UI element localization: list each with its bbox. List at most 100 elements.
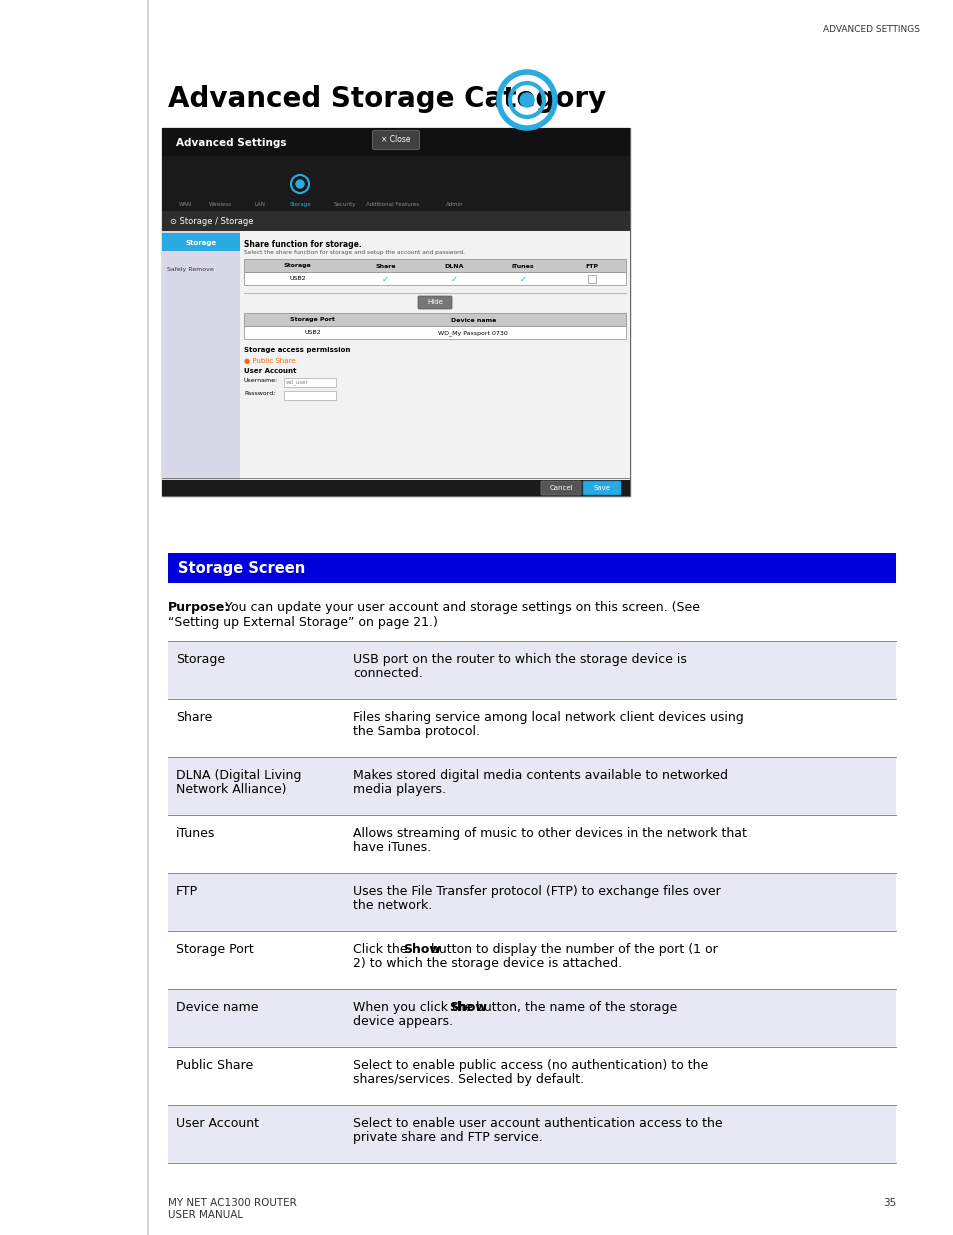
Text: Select the share function for storage and setup the account and password.: Select the share function for storage an…	[244, 249, 464, 254]
Bar	[284, 391, 335, 400]
Text: Share: Share	[175, 711, 212, 724]
Text: 35: 35	[882, 1198, 895, 1208]
Bar	[168, 815, 895, 873]
Text: the Samba protocol.: the Samba protocol.	[353, 725, 479, 739]
Text: User Account: User Account	[175, 1116, 258, 1130]
Text: private share and FTP service.: private share and FTP service.	[353, 1131, 542, 1144]
Bar	[168, 641, 895, 699]
Text: Makes stored digital media contents available to networked: Makes stored digital media contents avai…	[353, 769, 727, 782]
Bar	[162, 233, 240, 251]
Text: ⊙ Storage / Storage: ⊙ Storage / Storage	[170, 217, 253, 226]
Text: Wireless: Wireless	[209, 203, 232, 207]
Text: Storage Port: Storage Port	[290, 317, 335, 322]
Bar	[168, 757, 895, 815]
Text: Advanced Storage Category: Advanced Storage Category	[168, 85, 605, 112]
Bar	[284, 378, 335, 387]
Bar	[587, 274, 595, 283]
Text: You can update your user account and storage settings on this screen. (See: You can update your user account and sto…	[221, 601, 700, 614]
Text: have iTunes.: have iTunes.	[353, 841, 431, 853]
Text: ● Public Share: ● Public Share	[244, 358, 295, 364]
Bar	[168, 1047, 895, 1105]
Text: ✓: ✓	[381, 274, 389, 284]
Bar	[162, 211, 629, 231]
Text: WAN: WAN	[178, 203, 192, 207]
Bar	[162, 128, 629, 496]
Bar	[244, 259, 625, 272]
Bar	[168, 873, 895, 931]
Text: USB2: USB2	[289, 277, 306, 282]
Text: Allows streaming of music to other devices in the network that: Allows streaming of music to other devic…	[353, 827, 746, 840]
Text: Share function for storage.: Share function for storage.	[244, 240, 361, 249]
Text: Storage access permission: Storage access permission	[244, 347, 350, 353]
Bar	[162, 156, 629, 211]
Text: Advanced Settings: Advanced Settings	[175, 138, 286, 148]
Text: Device name: Device name	[450, 317, 496, 322]
Text: When you click the: When you click the	[353, 1002, 476, 1014]
Text: Storage Screen: Storage Screen	[178, 561, 305, 576]
Text: iTunes: iTunes	[511, 263, 534, 268]
Text: ADVANCED SETTINGS: ADVANCED SETTINGS	[822, 25, 919, 35]
Text: Security: Security	[334, 203, 355, 207]
Bar	[168, 553, 895, 583]
Text: Files sharing service among local network client devices using: Files sharing service among local networ…	[353, 711, 743, 724]
Text: Storage: Storage	[289, 203, 311, 207]
Text: MY NET AC1300 ROUTER
USER MANUAL: MY NET AC1300 ROUTER USER MANUAL	[168, 1198, 296, 1220]
Bar	[162, 480, 629, 496]
Text: Purpose:: Purpose:	[168, 601, 230, 614]
Circle shape	[295, 180, 304, 188]
Text: Storage: Storage	[175, 653, 225, 666]
Bar	[244, 326, 625, 338]
FancyBboxPatch shape	[372, 131, 419, 149]
Text: Device name: Device name	[175, 1002, 258, 1014]
Text: DLNA (Digital Living: DLNA (Digital Living	[175, 769, 301, 782]
Bar	[162, 128, 629, 156]
Text: Public Share: Public Share	[175, 1058, 253, 1072]
Text: iTunes: iTunes	[175, 827, 215, 840]
Bar	[168, 931, 895, 989]
Text: button, the name of the storage: button, the name of the storage	[472, 1002, 677, 1014]
Text: User Account: User Account	[244, 368, 296, 374]
Text: Show: Show	[403, 944, 441, 956]
Text: Password:: Password:	[244, 391, 275, 396]
Bar	[168, 989, 895, 1047]
Text: Additional Features: Additional Features	[366, 203, 419, 207]
Text: connected.: connected.	[353, 667, 422, 680]
FancyBboxPatch shape	[582, 480, 620, 495]
Text: × Close: × Close	[381, 136, 411, 144]
Text: USB2: USB2	[304, 331, 321, 336]
Bar	[244, 272, 625, 285]
Bar	[168, 699, 895, 757]
Text: Select to enable public access (no authentication) to the: Select to enable public access (no authe…	[353, 1058, 707, 1072]
Text: USB port on the router to which the storage device is: USB port on the router to which the stor…	[353, 653, 686, 666]
Text: Select to enable user account authentication access to the: Select to enable user account authentica…	[353, 1116, 721, 1130]
Text: FTP: FTP	[175, 885, 198, 898]
Text: Username:: Username:	[244, 378, 278, 383]
Text: LAN: LAN	[254, 203, 265, 207]
Text: Admin: Admin	[446, 203, 463, 207]
Text: button to display the number of the port (1 or: button to display the number of the port…	[426, 944, 717, 956]
Text: media players.: media players.	[353, 783, 446, 797]
Bar	[244, 312, 625, 326]
Text: Show: Show	[449, 1002, 486, 1014]
Text: “Setting up External Storage” on page 21.): “Setting up External Storage” on page 21…	[168, 616, 437, 629]
Text: Cancel: Cancel	[549, 485, 572, 492]
Text: the network.: the network.	[353, 899, 432, 911]
Text: Safely Remove: Safely Remove	[167, 267, 213, 272]
Text: 2) to which the storage device is attached.: 2) to which the storage device is attach…	[353, 957, 621, 969]
FancyBboxPatch shape	[540, 480, 580, 495]
Text: device appears.: device appears.	[353, 1015, 453, 1028]
Text: shares/services. Selected by default.: shares/services. Selected by default.	[353, 1073, 583, 1086]
Text: wd_user: wd_user	[286, 379, 309, 385]
Circle shape	[519, 93, 534, 107]
Text: Save: Save	[593, 485, 610, 492]
Text: Storage Port: Storage Port	[175, 944, 253, 956]
Text: ✓: ✓	[450, 274, 457, 284]
Text: Share: Share	[375, 263, 395, 268]
Text: Uses the File Transfer protocol (FTP) to exchange files over: Uses the File Transfer protocol (FTP) to…	[353, 885, 720, 898]
Text: Hide: Hide	[427, 300, 442, 305]
Text: WD_My Passport 0730: WD_My Passport 0730	[437, 330, 508, 336]
Bar	[162, 231, 240, 496]
Text: Storage: Storage	[185, 240, 216, 246]
Text: DLNA: DLNA	[444, 263, 463, 268]
Text: FTP: FTP	[584, 263, 598, 268]
